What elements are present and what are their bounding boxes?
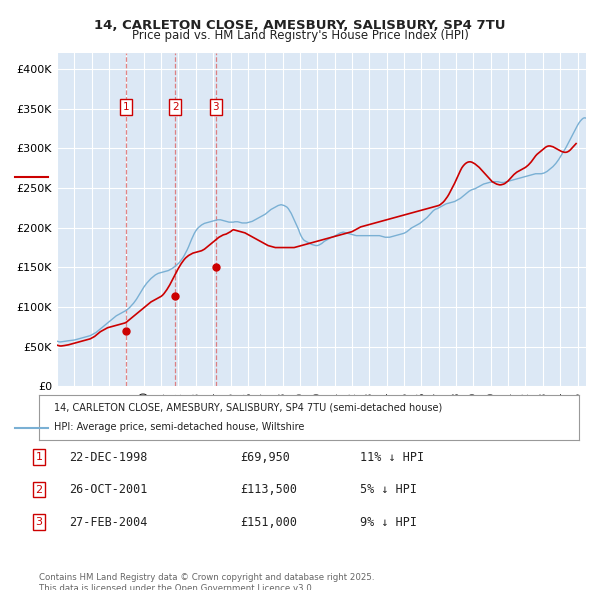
- Text: 14, CARLETON CLOSE, AMESBURY, SALISBURY, SP4 7TU (semi-detached house): 14, CARLETON CLOSE, AMESBURY, SALISBURY,…: [54, 403, 442, 412]
- Text: 11% ↓ HPI: 11% ↓ HPI: [360, 451, 424, 464]
- Text: 22-DEC-1998: 22-DEC-1998: [69, 451, 148, 464]
- Text: £113,500: £113,500: [240, 483, 297, 496]
- Text: 26-OCT-2001: 26-OCT-2001: [69, 483, 148, 496]
- Text: 5% ↓ HPI: 5% ↓ HPI: [360, 483, 417, 496]
- Text: £69,950: £69,950: [240, 451, 290, 464]
- Text: Price paid vs. HM Land Registry's House Price Index (HPI): Price paid vs. HM Land Registry's House …: [131, 30, 469, 42]
- Text: 1: 1: [35, 453, 43, 462]
- Text: £151,000: £151,000: [240, 516, 297, 529]
- Text: 9% ↓ HPI: 9% ↓ HPI: [360, 516, 417, 529]
- Text: HPI: Average price, semi-detached house, Wiltshire: HPI: Average price, semi-detached house,…: [54, 422, 304, 432]
- Text: 3: 3: [212, 102, 219, 112]
- Text: Contains HM Land Registry data © Crown copyright and database right 2025.
This d: Contains HM Land Registry data © Crown c…: [39, 573, 374, 590]
- Text: 27-FEB-2004: 27-FEB-2004: [69, 516, 148, 529]
- Text: 2: 2: [172, 102, 179, 112]
- Text: 14, CARLETON CLOSE, AMESBURY, SALISBURY, SP4 7TU: 14, CARLETON CLOSE, AMESBURY, SALISBURY,…: [94, 19, 506, 32]
- Text: 2: 2: [35, 485, 43, 494]
- Text: 1: 1: [122, 102, 129, 112]
- Text: 3: 3: [35, 517, 43, 527]
